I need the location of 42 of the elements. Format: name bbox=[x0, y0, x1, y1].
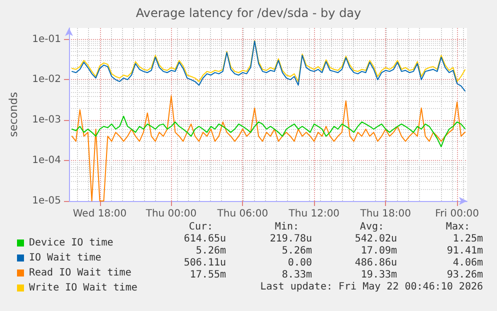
legend-label: Write IO Wait time bbox=[29, 282, 138, 294]
text: 17.09m bbox=[360, 246, 397, 256]
text: 5.26m bbox=[282, 246, 312, 256]
legend-label: IO Wait time bbox=[29, 252, 102, 264]
text: Max: bbox=[446, 222, 470, 232]
x-tick-label: Thu 12:00 bbox=[288, 208, 340, 220]
y-tick-label: 1e-04 bbox=[32, 155, 61, 166]
line-series bbox=[71, 95, 466, 202]
text: 8.33m bbox=[282, 270, 312, 280]
x-tick-label: Fri 00:00 bbox=[435, 208, 480, 220]
text: 0.00 bbox=[288, 258, 312, 268]
text: 5.26m bbox=[196, 246, 226, 256]
text: 486.86u bbox=[354, 258, 398, 268]
text: 219.78u bbox=[270, 234, 312, 244]
y-axis-title: seconds bbox=[7, 92, 20, 137]
chart-title: Average latency for /dev/sda - by day bbox=[136, 6, 362, 20]
line-series bbox=[71, 40, 466, 82]
y-tick-label: 1e-05 bbox=[32, 196, 61, 206]
text: Min: bbox=[274, 222, 300, 232]
x-tick-label: Thu 06:00 bbox=[216, 208, 268, 220]
text: Avg: bbox=[360, 222, 384, 232]
legend-label: Device IO time bbox=[29, 238, 114, 248]
text: Cur: bbox=[188, 222, 214, 232]
y-tick-label: 1e-01 bbox=[32, 34, 61, 45]
x-tick-label: Wed 18:00 bbox=[72, 208, 127, 220]
text: 93.26m bbox=[446, 270, 483, 280]
y-tick-label: 1e-03 bbox=[32, 114, 61, 126]
x-tick-label: Thu 00:00 bbox=[144, 208, 197, 220]
text: 4.06m bbox=[452, 258, 484, 268]
text: 19.33m bbox=[360, 270, 397, 280]
y-tick-label: 1e-02 bbox=[32, 74, 61, 86]
text: 614.65u bbox=[184, 234, 226, 244]
text: 17.55m bbox=[190, 270, 226, 280]
text: 506.11u bbox=[184, 258, 226, 268]
text: 1.25m bbox=[452, 234, 484, 244]
text: 542.02u bbox=[354, 234, 398, 244]
x-tick-label: Thu 18:00 bbox=[359, 208, 412, 220]
line-series bbox=[71, 116, 466, 148]
text: Last update: Fri May 22 00:46:10 2026 bbox=[260, 282, 484, 292]
line-series bbox=[71, 40, 466, 92]
legend-label: Read IO Wait time bbox=[29, 268, 132, 278]
text: 91.41m bbox=[446, 246, 483, 256]
